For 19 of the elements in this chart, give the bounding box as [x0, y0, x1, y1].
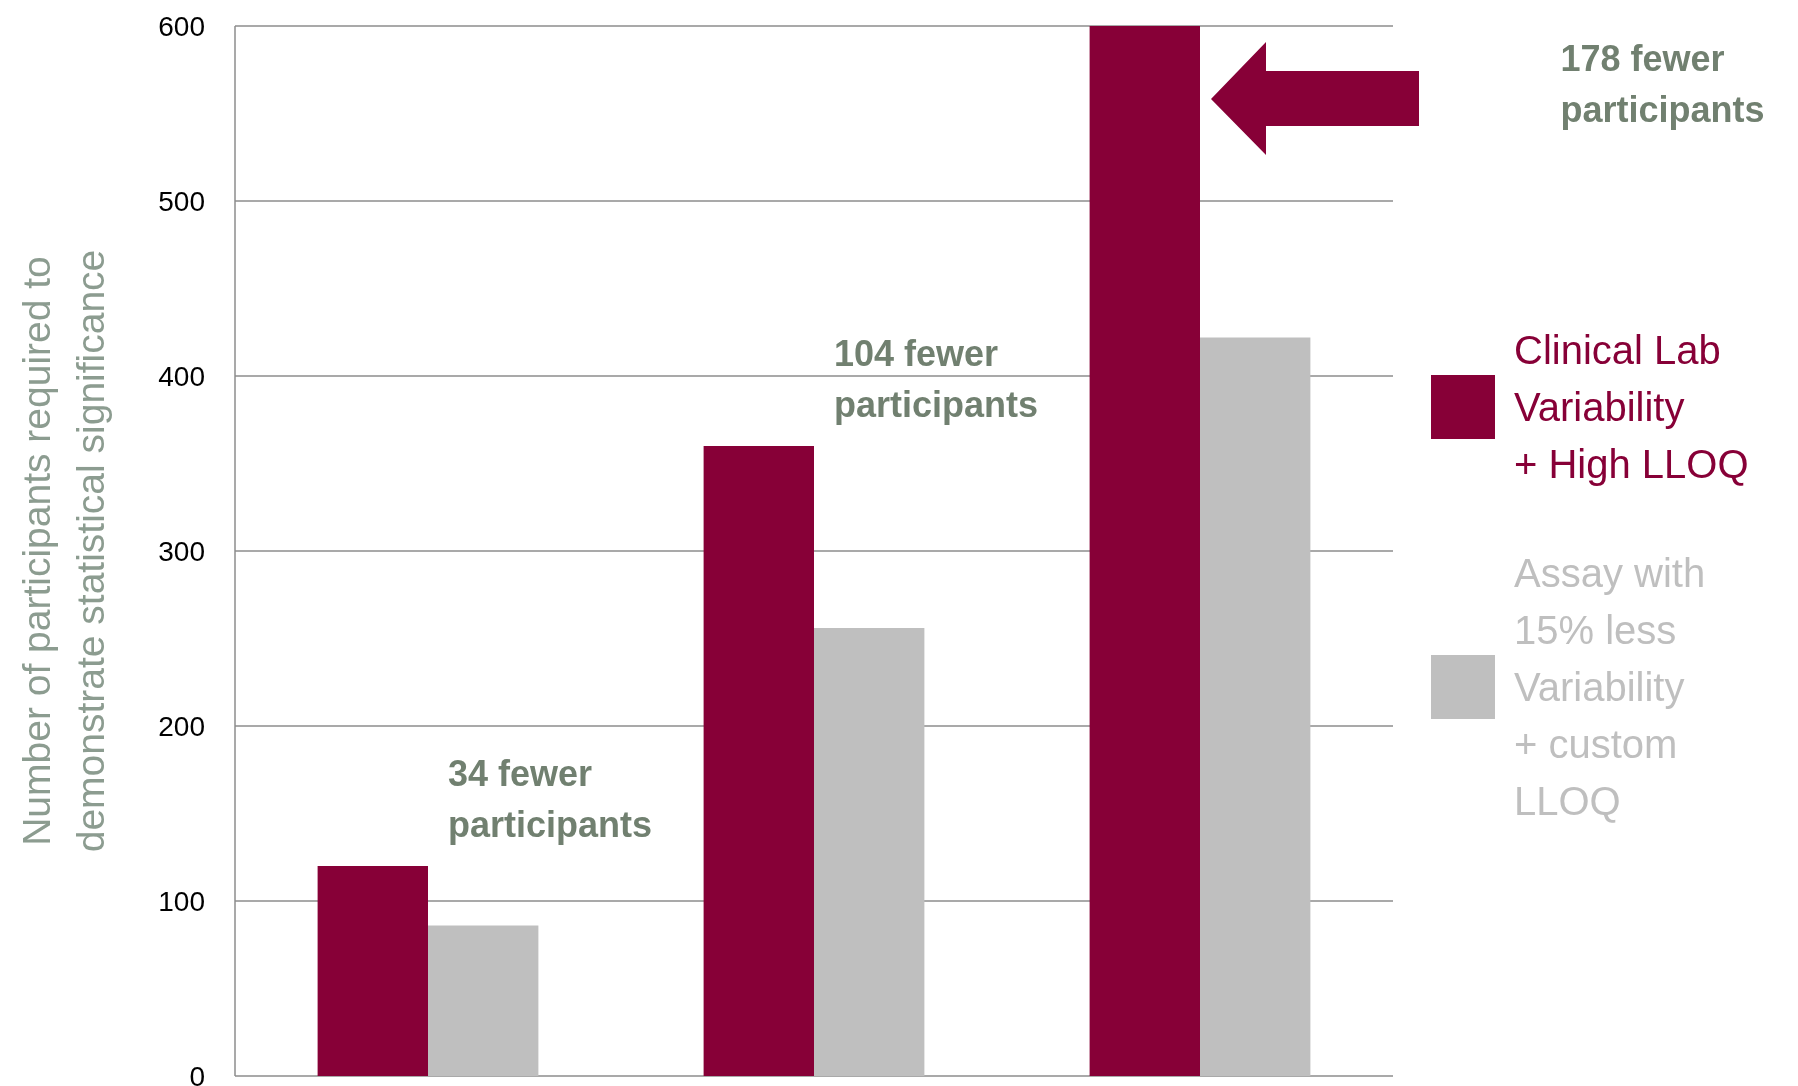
bar [317, 866, 428, 1076]
y-tick-label: 300 [158, 535, 205, 567]
y-tick-label: 100 [158, 885, 205, 917]
annotation: 104 fewer participants [834, 333, 1039, 425]
bar [814, 628, 925, 1076]
y-tick-label: 600 [158, 10, 205, 42]
y-tick-label: 400 [158, 360, 205, 392]
text: 178 fewer participants [1560, 38, 1765, 130]
annotation: 34 fewer participants [448, 753, 653, 845]
legend-label: Assay with 15% less Variability + custom LLOQ [1514, 550, 1706, 823]
bar [1200, 337, 1311, 1076]
bar [703, 446, 814, 1076]
y-tick-label: 0 [189, 1060, 205, 1086]
bar [428, 925, 539, 1076]
y-tick-label: 200 [158, 710, 205, 742]
bar [1089, 26, 1200, 1076]
y-tick-label: 500 [158, 185, 205, 217]
legend-label: Clinical Lab Variability + High LLOQ [1514, 327, 1749, 486]
y-axis-title: Number of participants required to demonstrate statistical significance [15, 249, 112, 853]
